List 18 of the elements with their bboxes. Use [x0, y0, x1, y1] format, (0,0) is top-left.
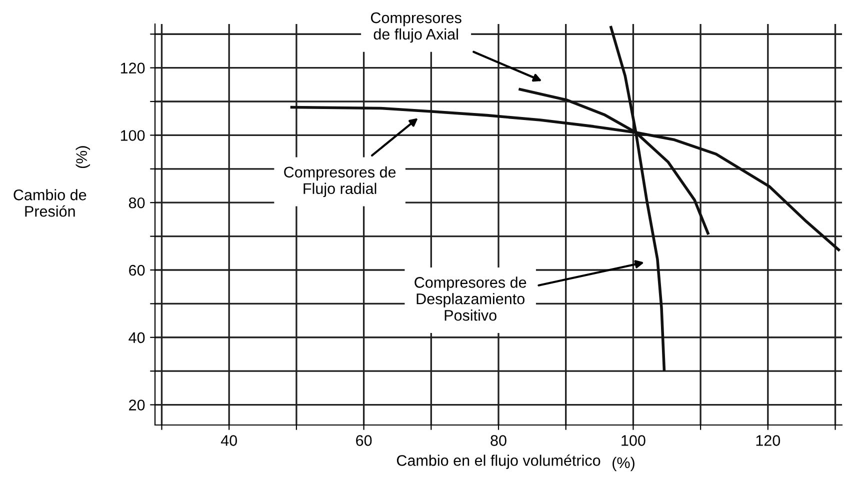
y-tick-label: 60 [129, 264, 145, 276]
x-tick-label: 120 [756, 435, 780, 446]
x-tick-label: 80 [490, 435, 506, 446]
x-tick-label: 40 [220, 435, 237, 446]
x-axis-title: Cambio en el flujo volumétrico [396, 454, 600, 469]
y-axis-title: Cambio de Presión [14, 189, 86, 217]
y-tick-label: 40 [128, 332, 145, 344]
annotation: Compresores de Flujo radial [284, 166, 396, 198]
text: (%) [76, 146, 90, 168]
y-tick-label: 100 [120, 130, 145, 141]
annotation: Compresores de flujo Axial [370, 12, 462, 43]
annotation: Compresores de Desplazamiento Positivo [414, 276, 526, 321]
x-tick-label: 60 [356, 435, 372, 446]
text: (%) [612, 456, 634, 472]
y-tick-label: 80 [128, 197, 145, 208]
x-tick-label: 100 [622, 435, 646, 446]
y-tick-label: 120 [120, 62, 145, 74]
y-tick-label: 20 [129, 400, 145, 410]
